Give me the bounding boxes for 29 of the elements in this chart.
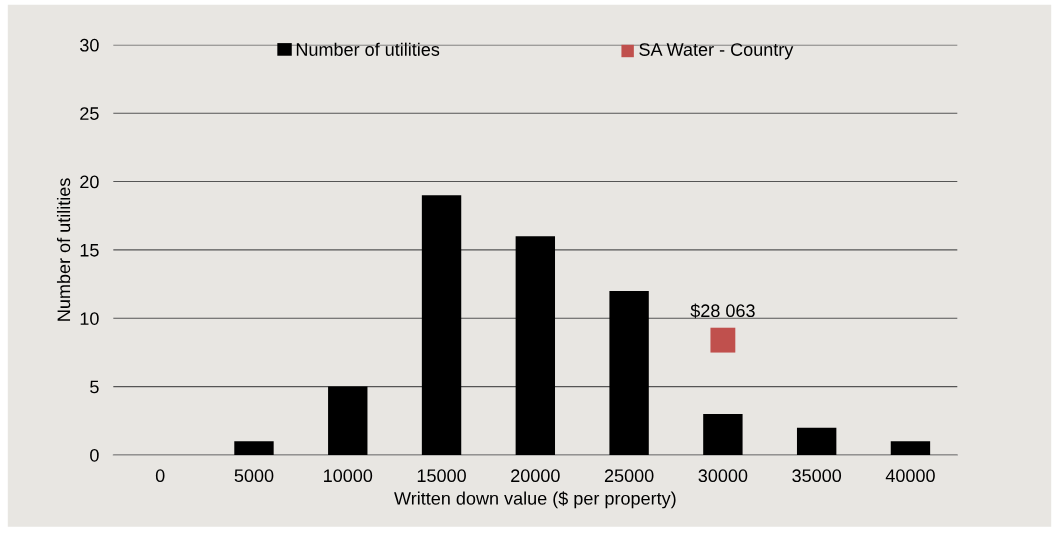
y-tick-label: 30 bbox=[80, 38, 99, 52]
x-tick-label: 25000 bbox=[604, 469, 654, 483]
x-tick-label: 20000 bbox=[511, 469, 560, 483]
x-tick-label: 5000 bbox=[234, 469, 274, 483]
bar bbox=[234, 441, 274, 455]
bar bbox=[421, 195, 462, 455]
x-axis-title: Written down value ($ per property) bbox=[394, 491, 676, 509]
y-tick-label: 10 bbox=[80, 312, 99, 325]
bar bbox=[796, 427, 837, 455]
y-tick-label: 5 bbox=[90, 380, 99, 394]
y-tick-label: 20 bbox=[80, 175, 99, 189]
y-tick-label: 0 bbox=[90, 448, 99, 462]
x-tick-label: 30000 bbox=[698, 469, 748, 483]
x-tick-label: 40000 bbox=[885, 469, 935, 483]
legend-label: SA Water - Country bbox=[639, 43, 794, 60]
legend-label: Number of utilities bbox=[296, 42, 440, 56]
y-axis-title: Number of utilities bbox=[56, 178, 71, 321]
bar bbox=[703, 413, 743, 455]
y-tick-label: 25 bbox=[80, 107, 99, 120]
annotation: $28 063 bbox=[690, 303, 755, 319]
x-tick-label: 35000 bbox=[792, 469, 842, 483]
bar bbox=[328, 386, 368, 455]
y-tick-label: 15 bbox=[80, 244, 99, 257]
x-tick-label: 0 bbox=[155, 469, 165, 483]
bar bbox=[609, 290, 649, 455]
x-tick-label: 15000 bbox=[417, 469, 466, 483]
bar bbox=[890, 441, 931, 455]
bar bbox=[515, 236, 556, 455]
x-tick-label: 10000 bbox=[324, 469, 373, 483]
